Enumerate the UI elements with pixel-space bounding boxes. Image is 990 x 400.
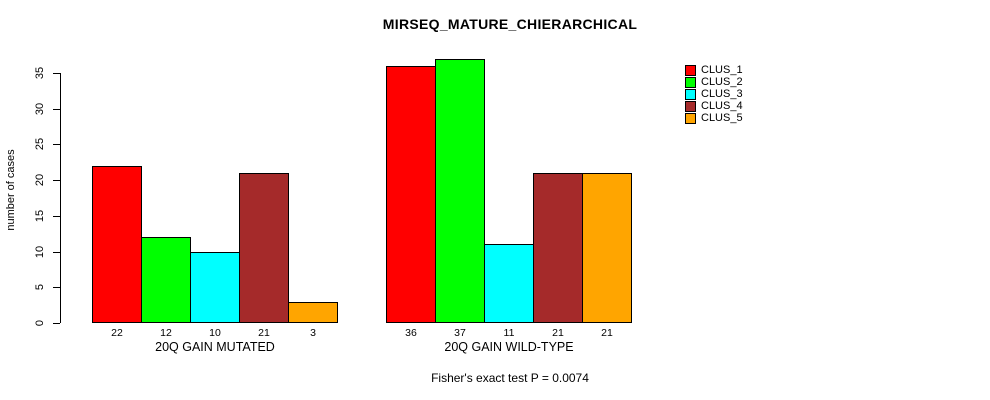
y-axis-tick bbox=[53, 144, 60, 145]
y-axis-tick bbox=[53, 323, 60, 324]
legend-swatch-icon bbox=[685, 101, 696, 112]
bar-CLUS_3 bbox=[190, 252, 240, 323]
y-tick-label: 0 bbox=[34, 319, 46, 327]
chart-title: MIRSEQ_MATURE_CHIERARCHICAL bbox=[382, 16, 638, 32]
legend-label: CLUS_3 bbox=[701, 88, 743, 100]
legend-item-CLUS_3: CLUS_3 bbox=[685, 89, 743, 100]
bar-CLUS_5 bbox=[288, 302, 338, 323]
y-axis-tick bbox=[53, 216, 60, 217]
y-axis-tick bbox=[53, 287, 60, 288]
legend-swatch-icon bbox=[685, 113, 696, 124]
bar-value-label: 11 bbox=[503, 327, 515, 339]
bar-CLUS_4 bbox=[533, 173, 583, 323]
y-tick-label: 5 bbox=[34, 283, 46, 291]
group-label: 20Q GAIN WILD-TYPE bbox=[444, 340, 574, 354]
annotation-text: Fisher's exact test P = 0.0074 bbox=[431, 371, 589, 385]
y-axis-tick bbox=[53, 73, 60, 74]
bar-CLUS_4 bbox=[239, 173, 289, 323]
bar-value-label: 22 bbox=[111, 327, 123, 339]
y-axis-tick bbox=[53, 109, 60, 110]
legend: CLUS_1 CLUS_2 CLUS_3 CLUS_4 CLUS_5 bbox=[685, 65, 743, 125]
y-axis-tick bbox=[53, 180, 60, 181]
bar-value-label: 21 bbox=[552, 327, 564, 339]
legend-item-CLUS_2: CLUS_2 bbox=[685, 77, 743, 88]
bar-value-label: 21 bbox=[258, 327, 270, 339]
y-axis-label: number of cases bbox=[5, 149, 17, 231]
bar-CLUS_2 bbox=[435, 59, 485, 323]
y-axis-line bbox=[60, 73, 61, 323]
legend-label: CLUS_2 bbox=[701, 76, 743, 88]
y-tick-label: 25 bbox=[34, 137, 46, 151]
y-tick-label: 35 bbox=[34, 66, 46, 80]
bar-CLUS_3 bbox=[484, 244, 534, 323]
legend-label: CLUS_1 bbox=[701, 64, 743, 76]
y-tick-label: 10 bbox=[34, 245, 46, 259]
bar-value-label: 3 bbox=[310, 327, 316, 339]
y-tick-label: 15 bbox=[34, 209, 46, 223]
legend-swatch-icon bbox=[685, 65, 696, 76]
bar-CLUS_2 bbox=[141, 237, 191, 323]
legend-label: CLUS_5 bbox=[701, 112, 743, 124]
legend-swatch-icon bbox=[685, 77, 696, 88]
bar-value-label: 10 bbox=[209, 327, 221, 339]
bar-value-label: 36 bbox=[405, 327, 417, 339]
bar-CLUS_1 bbox=[386, 66, 436, 323]
bar-CLUS_1 bbox=[92, 166, 142, 323]
legend-item-CLUS_5: CLUS_5 bbox=[685, 113, 743, 124]
bar-CLUS_5 bbox=[582, 173, 632, 323]
y-tick-label: 20 bbox=[34, 173, 46, 187]
bar-value-label: 21 bbox=[601, 327, 613, 339]
y-tick-label: 30 bbox=[34, 102, 46, 116]
bar-value-label: 37 bbox=[454, 327, 466, 339]
legend-label: CLUS_4 bbox=[701, 100, 743, 112]
group-label: 20Q GAIN MUTATED bbox=[155, 340, 275, 354]
legend-item-CLUS_1: CLUS_1 bbox=[685, 65, 743, 76]
legend-swatch-icon bbox=[685, 89, 696, 100]
y-axis-tick bbox=[53, 252, 60, 253]
bar-value-label: 12 bbox=[160, 327, 172, 339]
legend-item-CLUS_4: CLUS_4 bbox=[685, 101, 743, 112]
